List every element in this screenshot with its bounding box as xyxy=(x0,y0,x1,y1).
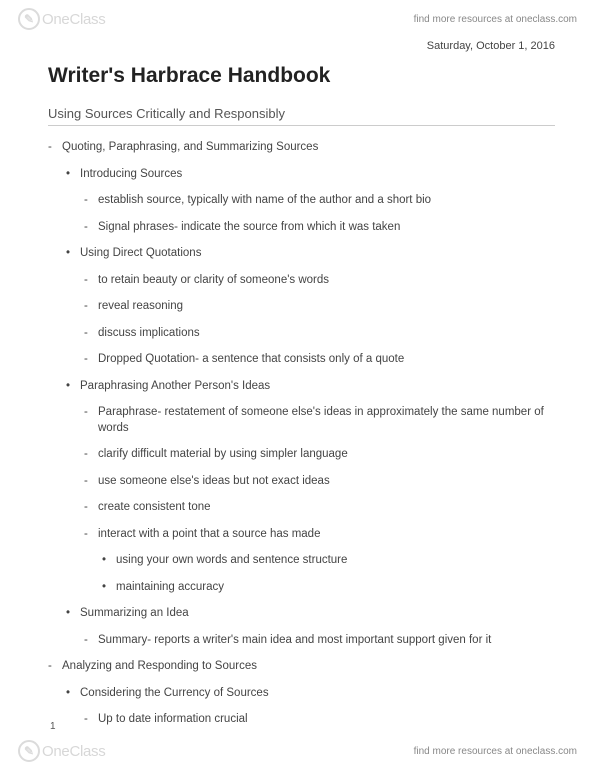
header-bar: ✎ OneClass find more resources at onecla… xyxy=(0,0,595,38)
outline-item: establish source, typically with name of… xyxy=(80,193,555,209)
logo-icon: ✎ xyxy=(18,8,40,30)
outline-item: Considering the Currency of Sources Up t… xyxy=(62,686,555,728)
outline-item: Up to date information crucial xyxy=(80,712,555,728)
outline-item: interact with a point that a source has … xyxy=(80,527,555,596)
outline-item: Paraphrase- restatement of someone else'… xyxy=(80,405,555,436)
page-title: Writer's Harbrace Handbook xyxy=(48,64,555,88)
outline-item: use someone else's ideas but not exact i… xyxy=(80,474,555,490)
outline-item: using your own words and sentence struct… xyxy=(98,553,555,569)
logo-bottom: ✎ OneClass xyxy=(18,740,105,762)
outline-item: Paraphrasing Another Person's Ideas Para… xyxy=(62,379,555,596)
outline-item: Summary- reports a writer's main idea an… xyxy=(80,633,555,649)
section-subtitle: Using Sources Critically and Responsibly xyxy=(48,106,555,126)
outline-label: Analyzing and Responding to Sources xyxy=(62,660,257,672)
outline-item: Using Direct Quotations to retain beauty… xyxy=(62,246,555,368)
outline-item: Introducing Sources establish source, ty… xyxy=(62,167,555,236)
outline-label: Paraphrasing Another Person's Ideas xyxy=(80,380,270,392)
outline-item: clarify difficult material by using simp… xyxy=(80,447,555,463)
page-content: Saturday, October 1, 2016 Writer's Harbr… xyxy=(48,40,555,730)
outline-label: Introducing Sources xyxy=(80,168,182,180)
outline-root: Quoting, Paraphrasing, and Summarizing S… xyxy=(48,140,555,728)
outline-item: Signal phrases- indicate the source from… xyxy=(80,220,555,236)
outline-item: discuss implications xyxy=(80,326,555,342)
outline-label: Using Direct Quotations xyxy=(80,247,201,259)
logo-top: ✎ OneClass xyxy=(18,8,105,30)
resources-link-top[interactable]: find more resources at oneclass.com xyxy=(414,14,577,25)
outline-label: Summarizing an Idea xyxy=(80,607,189,619)
outline-item: Summarizing an Idea Summary- reports a w… xyxy=(62,606,555,648)
logo-text: OneClass xyxy=(42,11,105,28)
page-number: 1 xyxy=(50,721,56,732)
outline-item: Analyzing and Responding to Sources Cons… xyxy=(48,659,555,728)
footer-bar: ✎ OneClass find more resources at onecla… xyxy=(0,732,595,770)
outline-label: interact with a point that a source has … xyxy=(98,528,320,540)
outline-item: maintaining accuracy xyxy=(98,580,555,596)
resources-link-bottom[interactable]: find more resources at oneclass.com xyxy=(414,746,577,757)
outline-item: Dropped Quotation- a sentence that consi… xyxy=(80,352,555,368)
outline-item: Quoting, Paraphrasing, and Summarizing S… xyxy=(48,140,555,648)
outline-label: Considering the Currency of Sources xyxy=(80,687,269,699)
outline-item: to retain beauty or clarity of someone's… xyxy=(80,273,555,289)
document-date: Saturday, October 1, 2016 xyxy=(48,40,555,52)
logo-text: OneClass xyxy=(42,743,105,760)
outline-label: Quoting, Paraphrasing, and Summarizing S… xyxy=(62,141,318,153)
outline-item: reveal reasoning xyxy=(80,299,555,315)
outline-item: create consistent tone xyxy=(80,500,555,516)
logo-icon: ✎ xyxy=(18,740,40,762)
